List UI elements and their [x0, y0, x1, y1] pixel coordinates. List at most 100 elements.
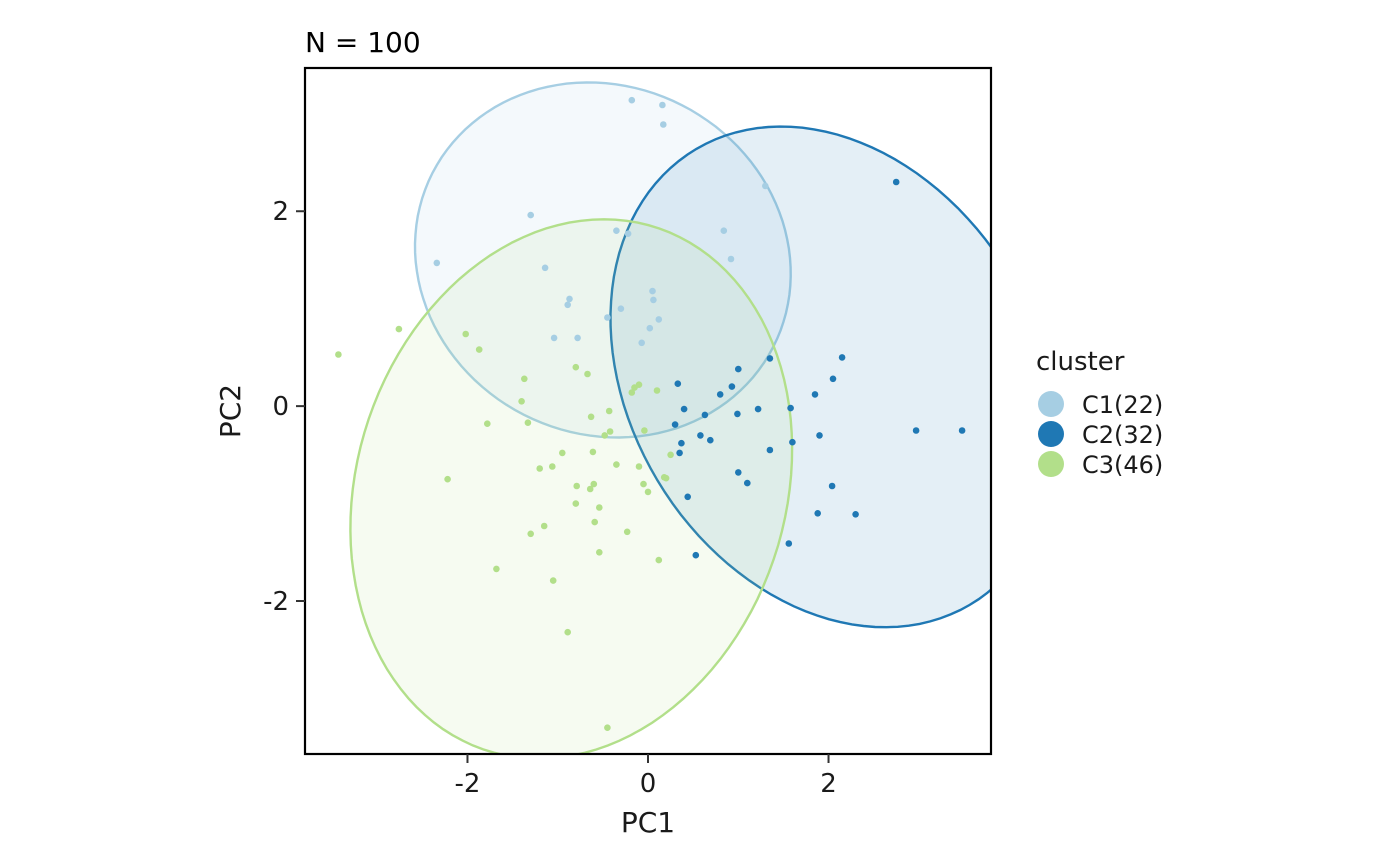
- data-point-c3: [591, 518, 598, 526]
- data-point-c3: [549, 463, 556, 470]
- data-point-c2: [814, 510, 821, 517]
- legend-entries: C1(22)C2(32)C3(46): [1038, 391, 1163, 479]
- data-point-c2: [754, 405, 762, 413]
- ellipses-layer: [349, 81, 991, 754]
- data-point-c1: [660, 121, 667, 128]
- legend: cluster C1(22)C2(32)C3(46): [1036, 347, 1163, 479]
- data-point-c1: [617, 305, 625, 313]
- data-point-c3: [596, 549, 603, 556]
- data-point-c3: [601, 432, 608, 439]
- data-point-c3: [605, 407, 613, 415]
- data-point-c2: [697, 432, 704, 439]
- data-point-c3: [631, 384, 638, 391]
- data-point-c3: [589, 448, 597, 456]
- data-point-c3: [527, 530, 534, 538]
- data-point-c1: [433, 259, 441, 267]
- data-point-c3: [586, 485, 594, 493]
- data-point-c1: [574, 334, 581, 342]
- data-point-c3: [462, 330, 470, 338]
- legend-label-c2: C2(32): [1082, 421, 1163, 449]
- x-axis: -2 0 2: [455, 754, 837, 799]
- data-point-c2: [785, 540, 793, 547]
- data-point-c2: [912, 427, 920, 434]
- y-tick-label: -2: [263, 587, 289, 617]
- data-point-c3: [475, 346, 483, 353]
- data-point-c3: [395, 325, 403, 333]
- data-point-c1: [655, 316, 663, 323]
- data-point-c2: [766, 355, 774, 362]
- legend-label-c1: C1(22): [1082, 391, 1163, 419]
- data-point-c3: [596, 504, 603, 511]
- data-point-c2: [680, 405, 688, 413]
- data-point-c1: [650, 296, 657, 304]
- data-point-c2: [744, 479, 751, 487]
- legend-key-c1: [1038, 391, 1064, 417]
- data-point-c1: [527, 211, 534, 219]
- y-tick-label: 0: [272, 392, 289, 422]
- data-point-c2: [838, 354, 846, 361]
- data-point-c3: [613, 461, 620, 468]
- data-point-c3: [573, 482, 580, 490]
- data-point-c2: [734, 410, 741, 418]
- data-point-c3: [572, 500, 580, 507]
- data-point-c3: [640, 480, 647, 488]
- data-point-c3: [549, 577, 557, 584]
- data-point-c1: [550, 334, 558, 342]
- data-point-c3: [604, 724, 611, 731]
- data-point-c2: [701, 411, 709, 419]
- data-point-c2: [678, 439, 685, 447]
- data-point-c2: [852, 511, 859, 518]
- data-point-c1: [624, 230, 632, 237]
- data-point-c1: [762, 182, 769, 190]
- data-point-c3: [623, 528, 631, 536]
- data-point-c3: [667, 451, 674, 459]
- data-point-c1: [727, 255, 735, 263]
- data-point-c1: [604, 314, 611, 321]
- x-tick-label: 0: [640, 769, 657, 799]
- data-point-c2: [816, 432, 823, 439]
- data-point-c1: [564, 301, 571, 309]
- data-point-c2: [811, 391, 819, 398]
- data-point-c3: [524, 419, 532, 427]
- data-point-c3: [587, 413, 595, 421]
- data-point-c3: [662, 474, 670, 482]
- data-point-c2: [676, 449, 683, 457]
- data-point-c2: [674, 380, 682, 388]
- data-point-c2: [829, 375, 837, 383]
- data-point-c2: [728, 383, 736, 390]
- data-point-c3: [644, 488, 652, 496]
- data-point-c1: [646, 324, 654, 332]
- data-point-c1: [628, 96, 636, 104]
- data-point-c2: [735, 365, 742, 373]
- data-point-c3: [628, 389, 636, 396]
- data-point-c2: [707, 436, 714, 444]
- data-point-c1: [659, 101, 666, 109]
- legend-label-c3: C3(46): [1082, 451, 1163, 479]
- data-point-c3: [484, 420, 491, 428]
- data-point-c3: [590, 480, 598, 488]
- data-point-c2: [735, 469, 742, 476]
- data-point-c3: [518, 398, 525, 405]
- data-point-c1: [649, 287, 656, 295]
- points-layer: [335, 96, 966, 731]
- data-point-c3: [655, 556, 663, 564]
- cluster-ellipse-3: [349, 218, 794, 754]
- data-point-c3: [335, 351, 342, 358]
- data-point-c1: [720, 227, 728, 234]
- data-point-c3: [653, 387, 661, 394]
- data-point-c1: [566, 295, 573, 303]
- y-axis: -2 0 2: [263, 197, 305, 617]
- data-point-c2: [692, 551, 700, 559]
- x-tick-label: 2: [820, 769, 837, 799]
- y-axis-label: PC2: [214, 384, 247, 438]
- data-point-c2: [958, 427, 966, 434]
- data-point-c3: [606, 428, 614, 435]
- data-point-c3: [572, 363, 580, 371]
- data-point-c3: [493, 565, 500, 573]
- data-point-c3: [540, 522, 548, 530]
- data-point-c1: [541, 264, 549, 272]
- data-point-c2: [892, 178, 900, 186]
- data-point-c2: [787, 404, 794, 412]
